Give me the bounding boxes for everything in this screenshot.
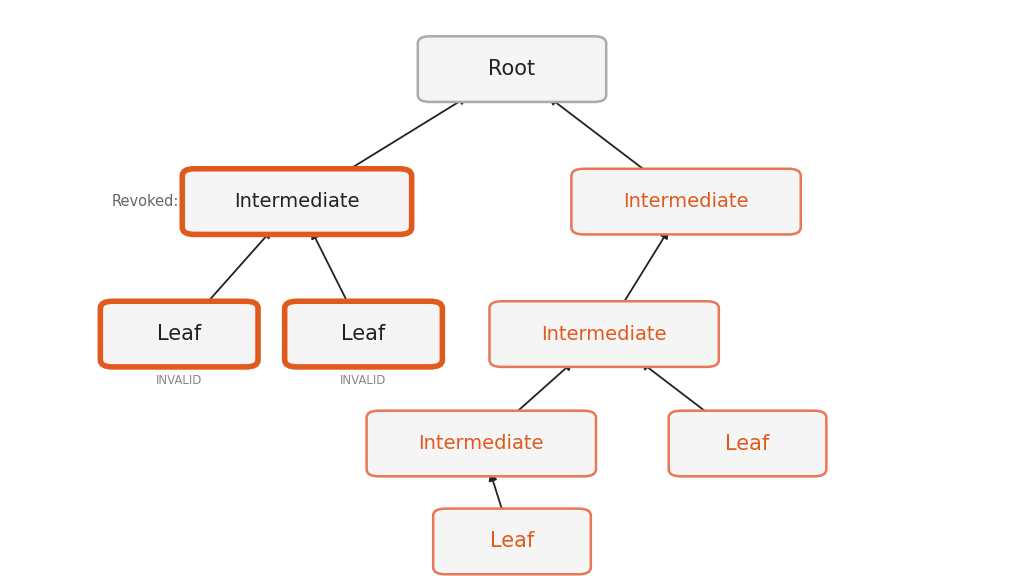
Text: INVALID: INVALID (340, 374, 387, 388)
FancyBboxPatch shape (669, 411, 826, 476)
FancyBboxPatch shape (100, 301, 258, 367)
FancyBboxPatch shape (367, 411, 596, 476)
Text: Intermediate: Intermediate (234, 192, 359, 211)
Text: Leaf: Leaf (341, 324, 386, 344)
Text: Revoked:: Revoked: (112, 194, 179, 209)
FancyBboxPatch shape (285, 301, 442, 367)
FancyBboxPatch shape (571, 169, 801, 234)
Text: Root: Root (488, 59, 536, 79)
FancyBboxPatch shape (418, 36, 606, 102)
Text: Leaf: Leaf (157, 324, 202, 344)
Text: INVALID: INVALID (156, 374, 203, 388)
FancyBboxPatch shape (182, 169, 412, 234)
Text: Intermediate: Intermediate (419, 434, 544, 453)
Text: Intermediate: Intermediate (624, 192, 749, 211)
FancyBboxPatch shape (433, 509, 591, 574)
Text: Leaf: Leaf (725, 434, 770, 453)
FancyBboxPatch shape (489, 301, 719, 367)
Text: Leaf: Leaf (489, 532, 535, 551)
Text: Intermediate: Intermediate (542, 325, 667, 343)
